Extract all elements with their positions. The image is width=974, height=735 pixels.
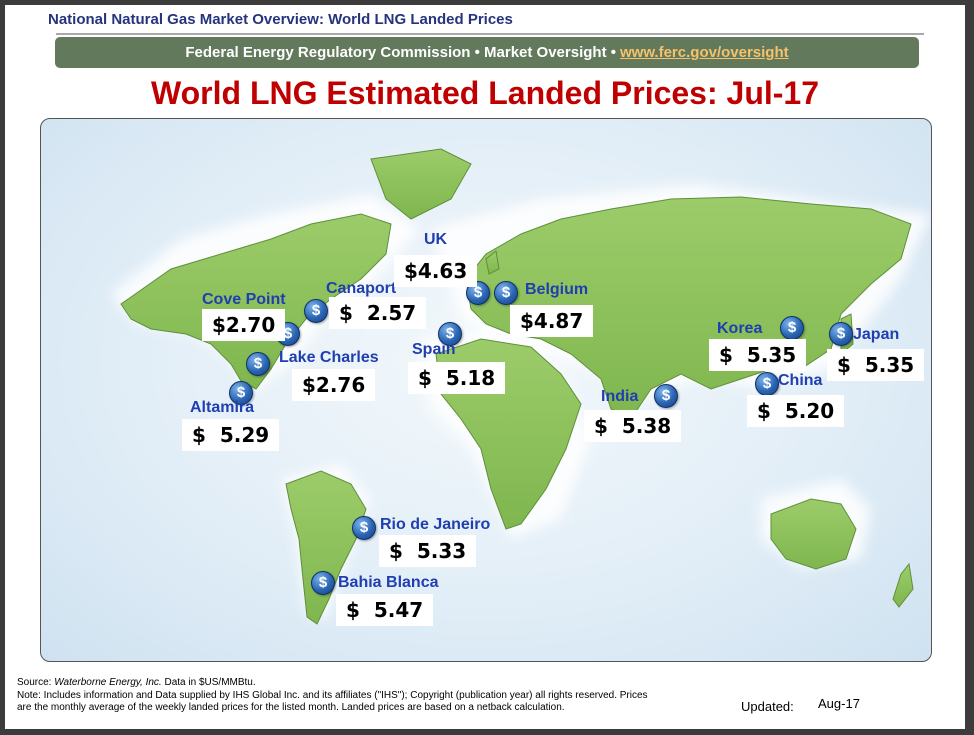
- source-line: Source: Waterborne Energy, Inc. Data in …: [17, 677, 657, 690]
- location-label-altamira: Altamira: [190, 399, 255, 416]
- price-belgium: $4.87: [510, 305, 594, 337]
- location-label-india: India: [601, 388, 639, 405]
- price-cove-point: $2.70: [202, 309, 286, 341]
- note-text: Note: Includes information and Data supp…: [17, 689, 648, 714]
- report-page: National Natural Gas Market Overview: Wo…: [5, 5, 965, 729]
- price-korea: $ 5.35: [709, 339, 807, 371]
- location-label-uk: UK: [424, 231, 448, 248]
- location-label-bahia-blanca: Bahia Blanca: [338, 574, 439, 591]
- dollar-coin-icon[interactable]: $: [229, 381, 253, 405]
- price-lake-charles: $2.76: [292, 369, 376, 401]
- ferc-oversight-link[interactable]: www.ferc.gov/oversight: [619, 44, 789, 61]
- world-map: $ $ $ $ $ $ $ $ $ $ $ $ $ Cove Point $2.…: [40, 118, 932, 662]
- north-america: [120, 213, 392, 390]
- report-header-title: National Natural Gas Market Overview: Wo…: [48, 11, 513, 28]
- new-zealand: [892, 562, 914, 608]
- location-label-lake-charles: Lake Charles: [279, 349, 379, 366]
- price-altamira: $ 5.29: [182, 419, 280, 451]
- dollar-coin-icon[interactable]: $: [829, 322, 853, 346]
- updated-label: Updated:: [741, 699, 794, 714]
- page-title: World LNG Estimated Landed Prices: Jul-1…: [151, 75, 819, 111]
- dollar-coin-icon[interactable]: $: [654, 384, 678, 408]
- location-label-cove-point: Cove Point: [202, 291, 286, 308]
- uk-island: [485, 250, 500, 275]
- source-name: Waterborne Energy, Inc.: [54, 677, 162, 688]
- location-label-canaport: Canaport: [326, 280, 397, 297]
- price-japan: $ 5.35: [827, 349, 925, 381]
- location-label-spain: Spain: [412, 341, 456, 358]
- price-china: $ 5.20: [747, 395, 845, 427]
- banner-text: Federal Energy Regulatory Commission • M…: [185, 44, 616, 61]
- south-america: [285, 470, 367, 625]
- dollar-coin-icon[interactable]: $: [494, 281, 518, 305]
- dollar-coin-icon[interactable]: $: [755, 372, 779, 396]
- updated-date: Aug-17: [818, 696, 860, 711]
- footer-notes: Source: Waterborne Energy, Inc. Data in …: [17, 677, 657, 715]
- dollar-coin-icon[interactable]: $: [438, 322, 462, 346]
- dollar-coin-icon[interactable]: $: [311, 571, 335, 595]
- source-prefix: Source:: [17, 677, 52, 688]
- greenland: [370, 148, 472, 220]
- price-spain: $ 5.18: [408, 362, 506, 394]
- australia: [770, 498, 857, 570]
- price-canaport: $ 2.57: [329, 297, 427, 329]
- dollar-coin-icon[interactable]: $: [780, 316, 804, 340]
- price-india: $ 5.38: [584, 410, 682, 442]
- header-divider: [56, 33, 924, 35]
- location-label-japan: Japan: [853, 326, 900, 343]
- price-rio-de-janeiro: $ 5.33: [379, 535, 477, 567]
- location-label-rio-de-janeiro: Rio de Janeiro: [380, 516, 491, 533]
- source-units: Data in $US/MMBtu.: [164, 677, 256, 688]
- dollar-coin-icon[interactable]: $: [246, 352, 270, 376]
- dollar-coin-icon[interactable]: $: [352, 516, 376, 540]
- location-label-china: China: [778, 372, 823, 389]
- price-bahia-blanca: $ 5.47: [336, 594, 434, 626]
- ferc-banner: Federal Energy Regulatory Commission • M…: [55, 37, 919, 68]
- location-label-korea: Korea: [717, 320, 763, 337]
- location-label-belgium: Belgium: [525, 281, 589, 298]
- dollar-coin-icon[interactable]: $: [304, 299, 328, 323]
- price-uk: $4.63: [394, 255, 478, 287]
